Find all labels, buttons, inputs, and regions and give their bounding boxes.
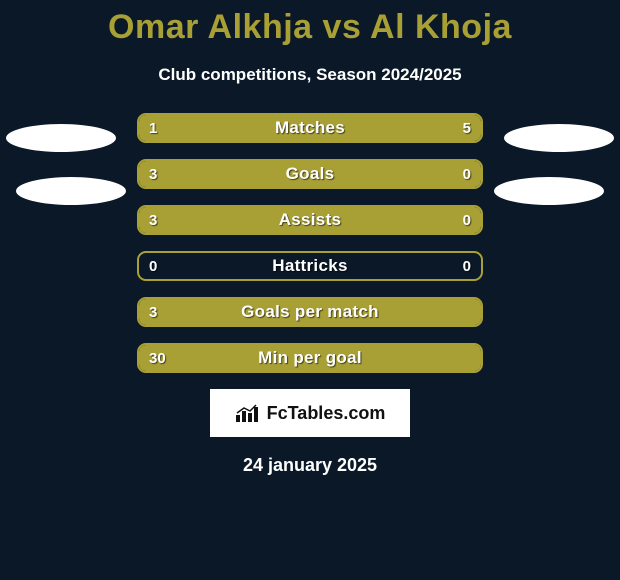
chart-icon bbox=[235, 403, 261, 423]
stats-bars: 1 Matches 5 3 Goals 0 3 Assists 0 0 Hatt… bbox=[137, 113, 483, 373]
team-badge-left-1 bbox=[6, 124, 116, 152]
fctables-logo: FcTables.com bbox=[210, 389, 410, 437]
stat-row-matches: 1 Matches 5 bbox=[137, 113, 483, 143]
date-label: 24 january 2025 bbox=[0, 455, 620, 476]
stat-row-goals-per-match: 3 Goals per match bbox=[137, 297, 483, 327]
page-subtitle: Club competitions, Season 2024/2025 bbox=[0, 65, 620, 85]
stat-row-goals: 3 Goals 0 bbox=[137, 159, 483, 189]
stat-label: Assists bbox=[139, 207, 481, 233]
stat-value-right: 0 bbox=[463, 253, 471, 279]
stat-value-right: 0 bbox=[463, 207, 471, 233]
stat-label: Goals per match bbox=[139, 299, 481, 325]
stat-row-min-per-goal: 30 Min per goal bbox=[137, 343, 483, 373]
logo-text: FcTables.com bbox=[267, 403, 386, 424]
stat-value-right: 5 bbox=[463, 115, 471, 141]
page-title: Omar Alkhja vs Al Khoja bbox=[0, 0, 620, 47]
stat-label: Goals bbox=[139, 161, 481, 187]
stat-row-assists: 3 Assists 0 bbox=[137, 205, 483, 235]
stat-label: Hattricks bbox=[139, 253, 481, 279]
stat-value-right: 0 bbox=[463, 161, 471, 187]
stat-row-hattricks: 0 Hattricks 0 bbox=[137, 251, 483, 281]
team-badge-right-1 bbox=[504, 124, 614, 152]
stat-label: Matches bbox=[139, 115, 481, 141]
team-badge-left-2 bbox=[16, 177, 126, 205]
team-badge-right-2 bbox=[494, 177, 604, 205]
stat-label: Min per goal bbox=[139, 345, 481, 371]
